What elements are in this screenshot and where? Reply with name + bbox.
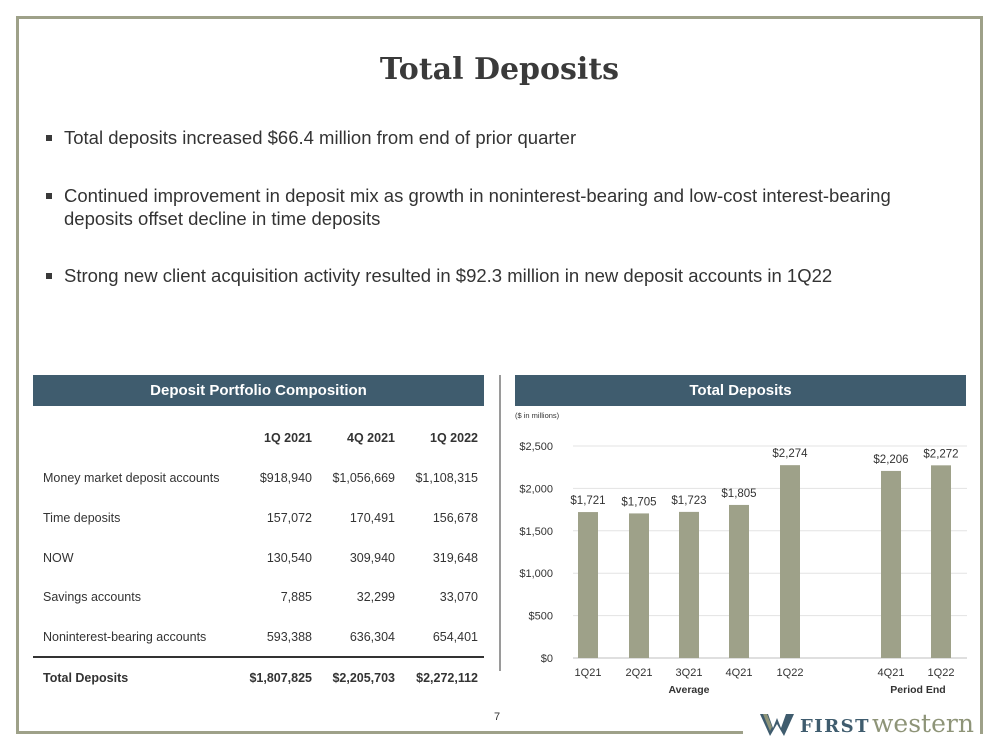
- data-label: $1,705: [621, 496, 656, 508]
- row-label: Money market deposit accounts: [43, 471, 220, 485]
- bullet-item: Continued improvement in deposit mix as …: [44, 184, 924, 230]
- table-row: Time deposits 157,072 170,491 156,678: [33, 508, 484, 528]
- bullet-square-icon: [46, 193, 52, 199]
- data-label: $2,274: [772, 448, 808, 460]
- row-label: NOW: [43, 551, 74, 565]
- table-cell: $2,272,112: [416, 671, 478, 685]
- column-header: 1Q 2021: [264, 431, 312, 445]
- frame-bottom-rule: [16, 731, 743, 734]
- table-cell: 7,885: [280, 590, 312, 604]
- data-label: $2,206: [873, 454, 908, 466]
- table-cell: $918,940: [259, 471, 312, 485]
- bar: [881, 470, 901, 658]
- table-cell: $2,205,703: [332, 671, 395, 685]
- page-title: Total Deposits: [379, 52, 620, 87]
- table-header-row: 1Q 2021 4Q 2021 1Q 2022: [33, 428, 484, 448]
- column-header: 4Q 2021: [347, 431, 395, 445]
- data-label: $1,721: [570, 495, 605, 507]
- table-cell: 157,072: [266, 511, 312, 525]
- x-tick-label: 3Q21: [676, 667, 703, 679]
- bar: [629, 513, 649, 658]
- bar-chart: $0 $500 $1,000 $1,500 $2,000 $2,500 $1,721 1Q21…: [519, 441, 967, 696]
- table-row: Money market deposit accounts $918,940 $…: [33, 468, 484, 488]
- chart-header: Total Deposits: [515, 375, 966, 406]
- data-label: $1,723: [671, 495, 706, 507]
- bullet-item: Total deposits increased $66.4 million f…: [44, 126, 924, 149]
- row-label: Noninterest-bearing accounts: [43, 630, 207, 644]
- x-tick-label: 4Q21: [878, 667, 905, 679]
- table-cell: $1,108,315: [415, 471, 478, 485]
- slide-frame: [16, 16, 983, 734]
- table-cell: $1,807,825: [249, 671, 312, 685]
- group-label-period-end: Period End: [890, 684, 945, 696]
- x-tick-label: 4Q21: [726, 667, 753, 679]
- table-cell: $1,056,669: [332, 471, 395, 485]
- y-tick-label: $1,500: [519, 526, 553, 538]
- bar: [729, 504, 749, 658]
- table-cell: 156,678: [432, 511, 478, 525]
- table-cell: 130,540: [266, 551, 312, 565]
- table-row: Noninterest-bearing accounts 593,388 636…: [33, 627, 484, 647]
- table-cell: 319,648: [432, 551, 478, 565]
- bullet-item: Strong new client acquisition activity r…: [44, 264, 924, 287]
- logo-w-icon: [760, 714, 794, 736]
- total-divider: [33, 656, 484, 658]
- row-label: Savings accounts: [43, 590, 141, 604]
- table-cell: 593,388: [266, 630, 312, 644]
- page-number: 7: [494, 711, 501, 723]
- y-tick-label: $2,500: [519, 441, 553, 453]
- table-row: Savings accounts 7,885 32,299 33,070: [33, 587, 484, 607]
- column-header: 1Q 2022: [430, 431, 478, 445]
- y-tick-label: $0: [541, 653, 553, 665]
- table-row: NOW 130,540 309,940 319,648: [33, 548, 484, 568]
- bar: [578, 512, 598, 658]
- bullet-text: Total deposits increased $66.4 million f…: [64, 127, 577, 148]
- y-tick-label: $2,000: [519, 483, 553, 495]
- y-tick-label: $1,000: [519, 568, 553, 580]
- panel-divider: [499, 375, 501, 671]
- bar: [679, 511, 699, 658]
- table-cell: 636,304: [349, 630, 395, 644]
- total-deposits-chart: ($ in millions) $0 $500 $1,000 $1,500 $2,000…: [515, 406, 967, 701]
- data-label: $1,805: [721, 488, 756, 500]
- bar: [780, 465, 800, 658]
- x-tick-label: 1Q22: [777, 667, 804, 679]
- table-cell: 170,491: [349, 511, 395, 525]
- bullet-text: Strong new client acquisition activity r…: [64, 265, 833, 286]
- x-tick-label: 1Q21: [575, 667, 602, 679]
- x-tick-label: 1Q22: [928, 667, 955, 679]
- bar: [931, 465, 951, 658]
- bullet-square-icon: [46, 273, 52, 279]
- data-label: $2,272: [923, 448, 958, 460]
- units-note: ($ in millions): [515, 411, 560, 420]
- table-total-row: Total Deposits $1,807,825 $2,205,703 $2,…: [33, 668, 484, 688]
- row-label: Time deposits: [43, 511, 121, 525]
- company-logo: FIRST western: [760, 709, 985, 738]
- group-label-average: Average: [668, 684, 709, 696]
- bullet-text: Continued improvement in deposit mix as …: [64, 185, 891, 229]
- y-tick-label: $500: [529, 611, 553, 623]
- logo-western-text: western: [872, 709, 974, 738]
- logo-first-text: FIRST: [800, 716, 871, 737]
- x-tick-label: 2Q21: [626, 667, 653, 679]
- table-cell: 309,940: [349, 551, 395, 565]
- table-header: Deposit Portfolio Composition: [33, 375, 484, 406]
- row-label: Total Deposits: [43, 671, 129, 685]
- table-cell: 32,299: [356, 590, 395, 604]
- bullet-square-icon: [46, 135, 52, 141]
- table-cell: 33,070: [439, 590, 478, 604]
- table-cell: 654,401: [432, 630, 478, 644]
